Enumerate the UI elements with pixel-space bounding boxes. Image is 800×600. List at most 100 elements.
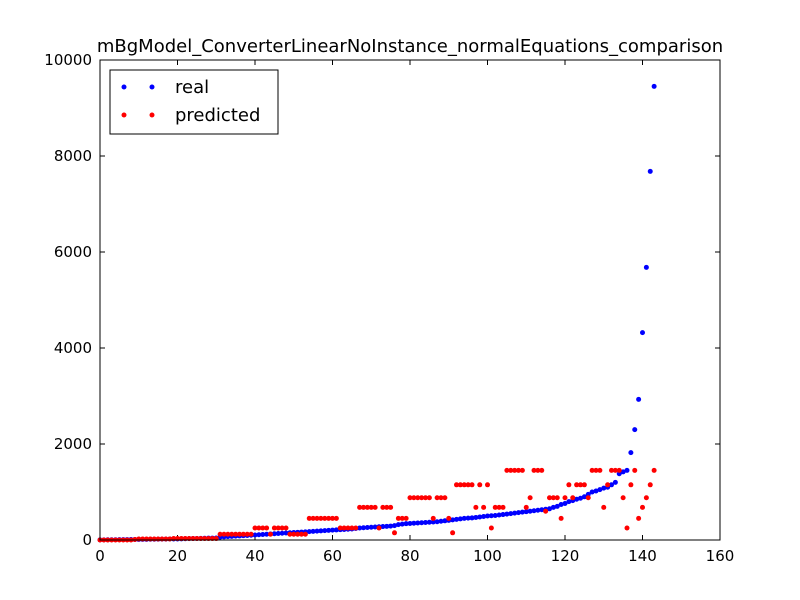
real-point: [465, 515, 471, 521]
real-point: [485, 513, 490, 519]
predicted-point: [562, 495, 568, 501]
predicted-point: [454, 482, 459, 488]
predicted-point: [535, 467, 541, 473]
predicted-point: [310, 515, 316, 521]
x-tick-label: 100: [473, 547, 502, 565]
predicted-point: [578, 482, 583, 488]
predicted-point: [217, 531, 223, 537]
real-point: [384, 523, 390, 529]
real-point: [279, 530, 285, 536]
real-point: [326, 527, 332, 533]
predicted-point: [283, 525, 289, 531]
real-point: [434, 519, 440, 525]
predicted-point: [244, 531, 250, 537]
real-point: [426, 519, 432, 525]
x-tick-label: 120: [551, 547, 580, 565]
real-point: [566, 499, 572, 505]
legend-predicted-label: predicted: [175, 105, 260, 126]
real-point: [450, 517, 456, 523]
predicted-point: [438, 495, 444, 501]
predicted-point: [388, 504, 394, 510]
predicted-point: [477, 482, 483, 488]
predicted-point: [605, 482, 611, 488]
predicted-point: [291, 531, 297, 537]
real-point: [547, 506, 552, 512]
legend-predicted-marker-1: [121, 112, 127, 118]
legend-real-marker-1: [121, 84, 127, 90]
predicted-point: [271, 525, 277, 531]
predicted-point: [419, 495, 425, 501]
predicted-point: [643, 495, 649, 501]
predicted-point: [450, 530, 456, 536]
real-point: [492, 513, 498, 519]
real-point: [578, 495, 583, 501]
predicted-point: [376, 525, 382, 531]
real-point: [473, 514, 479, 520]
predicted-point: [299, 531, 304, 537]
predicted-point: [547, 495, 552, 501]
predicted-point: [314, 515, 320, 521]
predicted-point: [357, 504, 363, 510]
predicted-point: [636, 515, 642, 521]
predicted-point: [473, 504, 479, 510]
predicted-point: [554, 495, 560, 501]
real-point: [310, 528, 316, 534]
predicted-point: [407, 495, 413, 501]
real-point: [314, 528, 320, 534]
real-point: [504, 511, 510, 517]
predicted-point: [364, 504, 370, 510]
chart-title: mBgModel_ConverterLinearNoInstance_norma…: [97, 36, 723, 57]
real-point: [640, 330, 645, 336]
predicted-point: [609, 467, 614, 473]
predicted-point: [229, 531, 235, 537]
predicted-point: [333, 515, 339, 521]
real-point: [322, 528, 328, 534]
real-point: [550, 504, 556, 510]
real-point: [252, 532, 258, 538]
predicted-point: [380, 504, 386, 510]
predicted-point: [256, 525, 262, 531]
real-point: [430, 519, 436, 525]
real-point: [624, 467, 630, 473]
predicted-point: [302, 531, 308, 537]
x-axis-ticks: 0 20 40 60 80 100 120 140 160: [95, 60, 734, 565]
real-point: [519, 509, 525, 515]
predicted-point: [345, 525, 351, 531]
predicted-point: [488, 525, 494, 531]
predicted-point: [527, 495, 533, 501]
real-point: [612, 479, 618, 485]
y-tick-label: 10000: [44, 51, 92, 69]
real-point: [523, 509, 529, 515]
real-point: [539, 507, 545, 513]
predicted-point: [326, 515, 332, 521]
predicted-point: [593, 467, 599, 473]
predicted-point: [430, 515, 436, 521]
real-point: [454, 516, 459, 522]
predicted-point: [589, 467, 595, 473]
predicted-point: [492, 504, 498, 510]
predicted-point: [570, 495, 576, 501]
real-point: [488, 513, 494, 519]
real-point: [527, 508, 533, 514]
predicted-point: [628, 482, 634, 488]
predicted-point: [574, 482, 580, 488]
predicted-point: [504, 467, 510, 473]
real-point: [512, 510, 518, 516]
real-point: [283, 530, 289, 536]
real-point: [256, 532, 262, 538]
predicted-point: [446, 515, 452, 521]
predicted-point: [558, 515, 564, 521]
predicted-point: [423, 495, 428, 501]
predicted-point: [543, 508, 549, 514]
real-point: [395, 522, 401, 528]
predicted-point: [624, 525, 630, 531]
real-point: [333, 527, 339, 533]
real-point: [562, 501, 568, 507]
predicted-point: [392, 530, 397, 536]
predicted-point: [632, 467, 638, 473]
real-point: [531, 508, 537, 514]
predicted-point: [566, 482, 572, 488]
predicted-point: [384, 504, 390, 510]
predicted-point: [581, 482, 587, 488]
real-point: [388, 523, 394, 529]
